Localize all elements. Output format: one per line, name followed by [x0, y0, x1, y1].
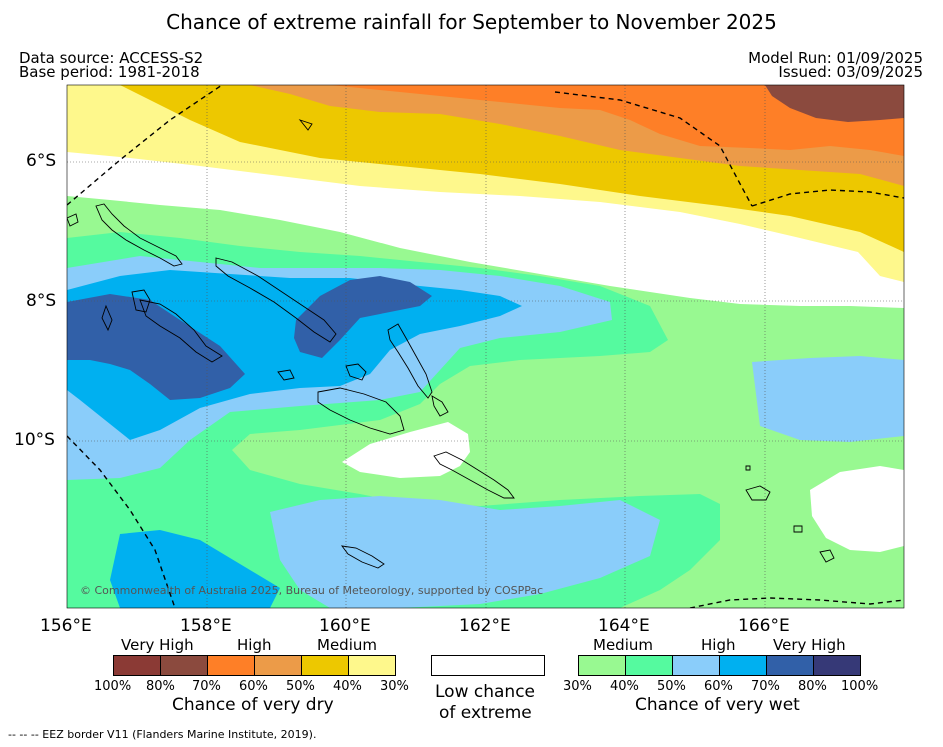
dry-tick: 40%: [333, 679, 362, 694]
issued-date: Issued: 03/09/2025: [778, 63, 923, 81]
wet-cat-high: High: [701, 636, 736, 654]
base-period: Base period: 1981-2018: [19, 63, 200, 81]
malaita-island: [387, 323, 433, 399]
coastlines: [67, 119, 835, 569]
map-frame: [66, 84, 905, 609]
new-georgia-island: [139, 299, 223, 363]
dry-tick: 30%: [380, 679, 409, 694]
russell-island: [277, 369, 295, 381]
wet-swatch-4: [766, 655, 814, 676]
dry-caption: Chance of very dry: [172, 695, 334, 715]
makira-island: [433, 451, 515, 499]
wet-tick: 70%: [751, 679, 780, 694]
dry-60-band: [330, 85, 904, 156]
data-source: Data source: ACCESS-S2: [19, 49, 204, 67]
wet-cat-very-high: Very High: [773, 636, 846, 654]
dry-swatch-0: [113, 655, 161, 676]
dry-swatch-2: [207, 655, 255, 676]
wet-cat-medium: Medium: [593, 636, 653, 654]
shortland-islands: [67, 213, 79, 227]
dry-cat-high: High: [237, 636, 272, 654]
dry-cat-very-high: Very High: [121, 636, 194, 654]
dry-swatch-5: [348, 655, 396, 676]
lon-label-162e: 162°E: [459, 616, 511, 636]
nggela-island: [345, 363, 367, 381]
small-malaita-island: [431, 395, 449, 417]
map-copyright: © Commonwealth of Australia 2025, Bureau…: [80, 584, 543, 597]
ontong-java-atoll: [298, 119, 313, 131]
lon-label-166e: 166°E: [738, 616, 790, 636]
wet-50-patch-east: [752, 356, 904, 442]
vella-lavella-island: [131, 289, 151, 313]
low-chance-swatch: [431, 655, 545, 676]
lat-label-8s: 8°S: [26, 291, 57, 311]
tikopia-island: [745, 465, 751, 471]
lon-label-160e: 160°E: [319, 616, 371, 636]
wet-tick: 50%: [657, 679, 686, 694]
wet-swatch-0: [578, 655, 626, 676]
dry-tick: 100%: [94, 679, 132, 694]
lon-label-156e: 156°E: [40, 616, 92, 636]
wet-tick: 80%: [798, 679, 827, 694]
chart-title: Chance of extreme rainfall for September…: [166, 10, 777, 34]
bougainville-island: [95, 203, 183, 267]
choiseul-island: [215, 257, 337, 343]
low-chance-east: [810, 466, 904, 552]
wet-50-patch-south: [270, 496, 660, 608]
rennell-island: [340, 545, 385, 569]
wet-caption: Chance of very wet: [635, 695, 800, 715]
vanikoro-island: [819, 549, 835, 563]
dry-swatch-4: [301, 655, 349, 676]
utupua-island: [793, 525, 803, 533]
dry-tick: 60%: [239, 679, 268, 694]
dry-tick: 80%: [146, 679, 175, 694]
dry-tick: 50%: [286, 679, 315, 694]
wet-70-centre: [294, 276, 432, 358]
map-field: © Commonwealth of Australia 2025, Bureau…: [67, 85, 904, 608]
low-chance-centre: [342, 422, 470, 478]
dry-swatch-3: [254, 655, 302, 676]
dry-tick: 70%: [192, 679, 221, 694]
wet-60-patch-south: [110, 530, 280, 608]
low-chance-line2: of extreme: [439, 703, 532, 723]
wet-tick: 60%: [704, 679, 733, 694]
guadalcanal-island: [317, 387, 405, 435]
wet-tick: 30%: [563, 679, 592, 694]
santa-isabel-north: [101, 304, 113, 332]
wet-swatch-5: [813, 655, 861, 676]
wet-tick: 40%: [610, 679, 639, 694]
dry-swatch-1: [160, 655, 208, 676]
dry-cat-medium: Medium: [317, 636, 377, 654]
lon-label-158e: 158°E: [180, 616, 232, 636]
low-chance-line1: Low chance: [435, 682, 535, 702]
wet-swatch-1: [625, 655, 673, 676]
dry-80-band: [765, 85, 904, 122]
lat-label-6s: 6°S: [26, 151, 57, 171]
wet-swatch-3: [719, 655, 767, 676]
eez-footnote: -- -- -- EEZ border V11 (Flanders Marine…: [8, 728, 317, 741]
lat-label-10s: 10°S: [14, 430, 55, 450]
eez-borders: [67, 85, 904, 608]
wet-tick: 100%: [841, 679, 879, 694]
santa-cruz-island: [745, 485, 771, 501]
wet-swatch-2: [672, 655, 720, 676]
model-run: Model Run: 01/09/2025: [748, 49, 923, 67]
lon-label-164e: 164°E: [598, 616, 650, 636]
